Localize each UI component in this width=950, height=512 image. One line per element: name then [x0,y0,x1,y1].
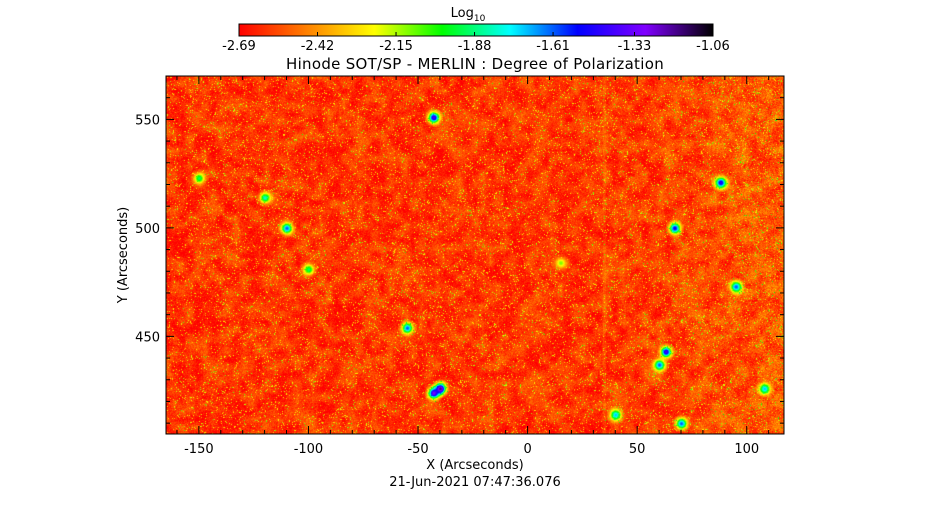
chart-title: Hinode SOT/SP - MERLIN : Degree of Polar… [286,55,664,73]
y-tick-label: 550 [135,113,160,128]
y-tick-label: 500 [135,222,160,237]
colorbar-tick-label: -2.42 [301,39,335,54]
colorbar-ticks: -2.69 -2.42 -2.15 -1.88 -1.61 -1.33 -1.06 [222,32,730,54]
colorbar: Log10 -2.69 -2.42 -2.15 -1.88 -1.61 -1.33 -1.0… [222,6,730,54]
x-tick-label: 100 [734,442,759,457]
colorbar-tick-label: -1.33 [618,39,652,54]
x-tick-label: 50 [629,442,646,457]
colorbar-gradient [238,23,714,37]
x-axis-label: X (Arcseconds) [426,458,523,473]
colorbar-tick-label: -2.15 [379,39,413,54]
y-tick-label: 450 [135,330,160,345]
x-tick-label: -50 [407,442,428,457]
y-axis-label: Y (Arcseconds) [116,207,131,304]
x-axis: -150 -100 -50 0 50 100 [176,76,770,457]
colorbar-label: Log10 [451,6,486,24]
heatmap-image [166,76,784,434]
x-tick-label: -100 [294,442,324,457]
colorbar-tick-label: -1.61 [536,39,570,54]
colorbar-tick-label: -1.88 [458,39,492,54]
x-tick-label: 0 [523,442,531,457]
observation-date: 21-Jun-2021 07:47:36.076 [389,475,561,490]
x-tick-label: -150 [184,442,214,457]
colorbar-tick-label: -2.69 [222,39,256,54]
plot-area: -150 -100 -50 0 50 100 450 500 550 [135,75,785,457]
y-axis: 450 500 550 [135,75,784,424]
plot-frame [165,75,785,435]
colorbar-tick-label: -1.06 [696,39,730,54]
